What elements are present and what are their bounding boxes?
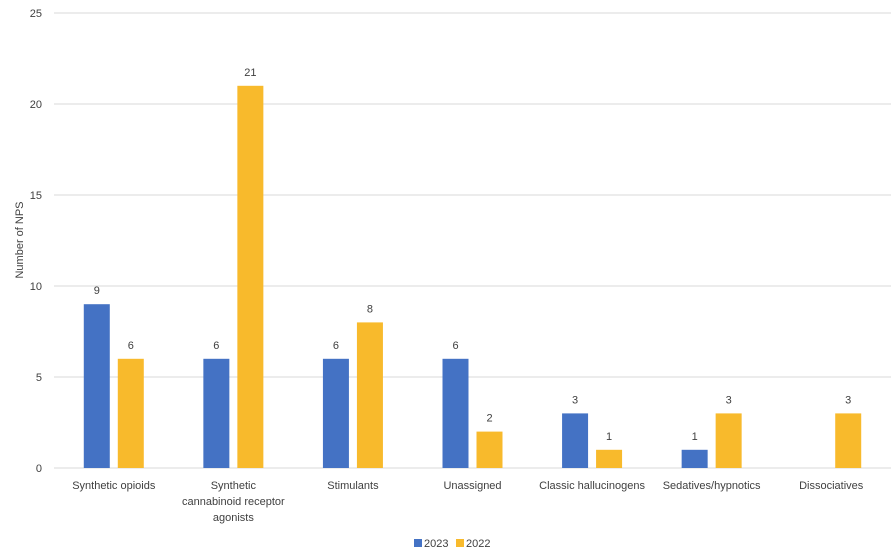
legend-label: 2023: [424, 538, 448, 550]
gridlines: [54, 12, 891, 469]
bar-2022: [715, 413, 742, 468]
x-tick-label: Synthetic: [211, 480, 257, 492]
bar-2022: [476, 431, 503, 468]
data-label: 8: [367, 303, 373, 315]
x-tick-label: Sedatives/hypnotics: [663, 480, 761, 492]
y-axis-label: Number of NPS: [14, 201, 26, 278]
data-label: 6: [333, 340, 339, 352]
bar-2023: [322, 358, 349, 468]
bar-2022: [596, 449, 623, 468]
x-tick-label: Synthetic opioids: [72, 480, 156, 492]
x-tick-label: agonists: [213, 512, 254, 524]
x-axis-ticks: Synthetic opioids Synthetic cannabinoid re…: [72, 480, 864, 524]
y-tick-label: 5: [36, 372, 42, 384]
y-tick-label: 20: [30, 99, 42, 111]
bar-2022: [237, 85, 264, 469]
bars: 9 6 6 21 6 8 6 2 3 1 1 3 3: [83, 67, 862, 469]
data-label: 6: [452, 340, 458, 352]
data-label: 9: [94, 285, 100, 297]
bar-2022: [356, 322, 383, 468]
legend-label: 2022: [466, 538, 490, 550]
x-tick-label: Stimulants: [327, 480, 379, 492]
data-label: 3: [572, 394, 578, 406]
data-label: 3: [726, 394, 732, 406]
data-label: 1: [606, 431, 612, 443]
bar-2023: [562, 413, 589, 468]
x-tick-label: cannabinoid receptor: [182, 496, 285, 508]
data-label: 2: [486, 413, 492, 425]
data-label: 6: [128, 340, 134, 352]
x-tick-label: Classic hallucinogens: [539, 480, 645, 492]
data-label: 21: [244, 67, 256, 79]
data-label: 6: [213, 340, 219, 352]
y-tick-label: 15: [30, 190, 42, 202]
bar-2023: [83, 304, 110, 468]
y-tick-label: 10: [30, 281, 42, 293]
bar-2023: [442, 358, 469, 468]
data-label: 1: [692, 431, 698, 443]
legend-swatch-2022: [456, 539, 464, 547]
y-axis-ticks: 0 5 10 15 20 25: [30, 8, 42, 475]
legend: 2023 2022: [414, 538, 490, 550]
x-tick-label: Unassigned: [443, 480, 501, 492]
legend-swatch-2023: [414, 539, 422, 547]
data-label: 3: [845, 394, 851, 406]
bar-2022: [835, 413, 862, 468]
bar-2022: [117, 358, 144, 468]
y-tick-label: 25: [30, 8, 42, 20]
bar-2023: [203, 358, 230, 468]
bar-2023: [681, 449, 708, 468]
x-tick-label: Dissociatives: [799, 480, 864, 492]
y-tick-label: 0: [36, 463, 42, 475]
